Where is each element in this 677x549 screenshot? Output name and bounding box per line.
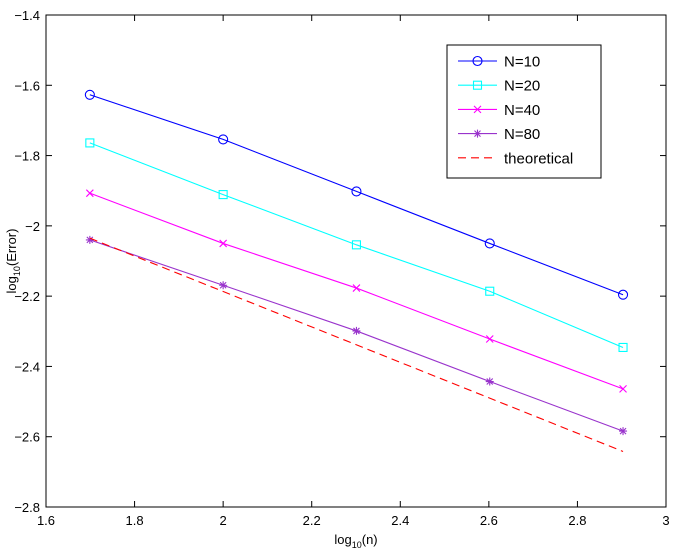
series-n-10 [84, 89, 629, 300]
x-tick-label: 1.6 [37, 513, 55, 528]
x-tick-label: 1.8 [126, 513, 144, 528]
x-tick-label: 2.8 [568, 513, 586, 528]
x-tick-label: 2.2 [303, 513, 321, 528]
x-tick-label: 2.6 [480, 513, 498, 528]
data-point-circle [84, 89, 95, 100]
data-point-circle [472, 55, 483, 67]
data-point-square [351, 240, 361, 250]
y-tick-label: −1.8 [14, 149, 40, 164]
x-axis-label-sub: 10 [352, 540, 362, 549]
data-point-circle [218, 134, 229, 145]
series-n-20 [85, 138, 628, 353]
x-axis-label-rest: (n) [362, 532, 378, 547]
y-tick-label: −2.6 [14, 430, 40, 445]
data-point-x [352, 284, 361, 292]
x-axis-label: log10(n) [334, 532, 377, 549]
y-tick-label: −2 [25, 219, 40, 234]
series-line [89, 237, 624, 452]
data-point-x [473, 105, 482, 114]
series-line [89, 142, 624, 348]
legend-label: N=20 [504, 78, 540, 95]
series-n-80 [85, 235, 628, 436]
y-tick-label: −2.4 [14, 359, 40, 374]
data-point-square [85, 138, 95, 148]
y-axis-label-base: log [4, 276, 19, 293]
legend-box [446, 44, 602, 179]
y-axis-label-rest: (Error) [4, 229, 19, 267]
data-point-star [485, 377, 494, 386]
data-point-square [618, 342, 628, 353]
data-point-star [85, 235, 94, 244]
data-point-circle [351, 186, 362, 197]
legend: N=10 N=20 N=40 N=80 theoretical [446, 44, 602, 179]
data-point-square [472, 80, 483, 90]
y-tick-label: −2.8 [14, 500, 40, 515]
data-point-square [218, 190, 228, 200]
data-point-star [352, 326, 361, 335]
series-line [89, 94, 624, 296]
legend-label: N=40 [504, 102, 540, 119]
series-layer [84, 89, 629, 452]
series-n-40 [85, 189, 627, 393]
data-point-star [473, 129, 482, 138]
legend-label: N=10 [504, 54, 540, 71]
x-axis-label-base: log [334, 532, 351, 547]
x-tick-label: 3 [662, 513, 669, 528]
data-point-x [619, 385, 627, 393]
x-tick-label: 2 [220, 513, 227, 528]
x-tick-label: 2.4 [391, 513, 409, 528]
data-point-star [219, 281, 228, 290]
y-tick-label: −1.4 [14, 8, 40, 23]
y-axis-label-sub: 10 [12, 266, 22, 276]
y-tick-label: −1.6 [14, 78, 40, 93]
data-point-x [219, 239, 228, 248]
y-tick-label: −2.2 [14, 289, 40, 304]
data-point-x [85, 189, 94, 198]
axis-ticks: 1.6 1.8 2 2.2 2.4 2.6 2.8 3 −2.8 −2.6 −2.4 −2.2 −2 −1… [14, 8, 669, 528]
legend-label: theoretical [504, 150, 573, 167]
data-point-square [485, 286, 495, 296]
series-theoretical [89, 237, 624, 452]
data-point-star [619, 427, 628, 436]
data-point-circle [617, 289, 629, 300]
legend-label: N=80 [504, 126, 540, 143]
data-point-x [485, 335, 494, 343]
data-point-circle [484, 238, 495, 249]
y-axis-label: log10(Error) [4, 229, 22, 294]
